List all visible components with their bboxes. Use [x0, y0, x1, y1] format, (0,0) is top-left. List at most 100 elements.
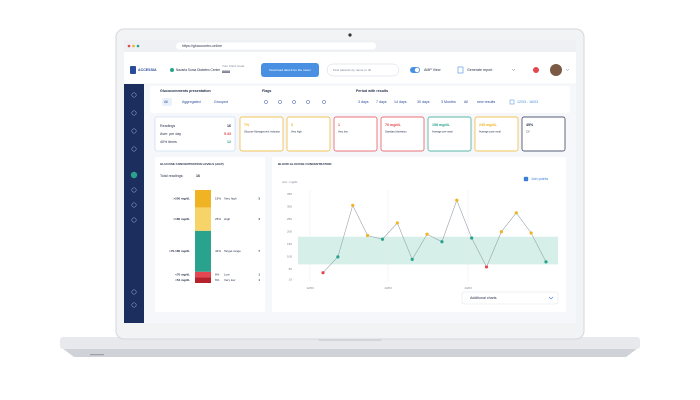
avatar[interactable]: [550, 64, 562, 76]
period[interactable]: 30 days: [417, 100, 430, 104]
camera: [348, 33, 352, 37]
stat-card: [380, 116, 425, 152]
sidebar-icon[interactable]: [131, 146, 137, 152]
level-range: >180 mg/dL: [173, 217, 190, 221]
report[interactable]: Generate report: [467, 68, 492, 72]
level-percent: 6%: [215, 272, 220, 276]
period[interactable]: 7 days: [376, 100, 387, 104]
period[interactable]: 3 days: [358, 100, 369, 104]
period[interactable]: new results: [477, 100, 495, 104]
chart-title: BLOOD GLUCOSE CONCENTRATION: [278, 162, 331, 166]
sidebar-icon[interactable]: [131, 128, 137, 134]
search-field[interactable]: [326, 63, 400, 77]
glucose-point[interactable]: [544, 260, 548, 264]
glucose-point[interactable]: [321, 271, 325, 275]
glucose-point[interactable]: [380, 237, 385, 241]
agp-segment: [195, 271, 211, 278]
more-dropdown[interactable]: [461, 291, 559, 305]
level-percent: 19%: [215, 197, 221, 201]
level-range: <54 mg/dL: [175, 278, 190, 282]
period[interactable]: 3 Months: [441, 100, 456, 104]
amp-view: AMP View: [424, 68, 441, 72]
glucose-point[interactable]: [395, 221, 399, 225]
tab-label: All: [164, 100, 168, 104]
level-percent: 6%: [215, 278, 220, 282]
toolbar: [150, 86, 570, 113]
sidebar-icon[interactable]: [131, 202, 137, 208]
tab[interactable]: [212, 98, 234, 106]
window-dot: [132, 44, 135, 48]
summary-label: 40% items: [160, 140, 177, 144]
stat-label: Standard deviation: [385, 130, 407, 134]
glucose-point[interactable]: [425, 232, 429, 236]
stat-value: 70 mg/dL: [385, 123, 402, 127]
presentation-label: Glucocomments presentation: [160, 89, 211, 93]
glucose-point[interactable]: [351, 203, 355, 207]
logo: ACCESSIA: [138, 68, 157, 72]
tab[interactable]: [162, 98, 172, 106]
tab-label: Aggregated: [182, 100, 201, 104]
glucose-point[interactable]: [499, 230, 503, 234]
sidebar-icon[interactable]: [131, 289, 137, 295]
laptop-base-shadow: [62, 348, 638, 357]
window-dot: [127, 44, 131, 48]
sidebar-icon[interactable]: [131, 110, 137, 116]
download-button[interactable]: [261, 63, 319, 77]
agp-title: GLUCOSE CONCENTRATION LEVELS (AGP): [160, 162, 224, 166]
notification-icon[interactable]: [533, 67, 539, 73]
summary-label: Readings: [160, 124, 175, 128]
glucose-point[interactable]: [529, 231, 533, 235]
summary-label: Aver. per day: [160, 132, 181, 136]
flag-icon[interactable]: [306, 100, 310, 104]
glucose-point[interactable]: [440, 240, 444, 244]
glucose-point[interactable]: [455, 198, 459, 202]
glucose-point[interactable]: [514, 211, 518, 215]
chevron: [565, 68, 570, 71]
level-name: Very low: [224, 278, 236, 282]
calendar-icon: [509, 99, 515, 105]
stat-card: [521, 116, 566, 152]
stat-card: [427, 116, 472, 152]
glucose-point[interactable]: [484, 265, 489, 269]
y-tick-label: 50: [289, 267, 293, 271]
stat-label: Average pre-meal: [432, 130, 453, 134]
stat-label: Very high: [291, 130, 302, 134]
join-checkbox[interactable]: [523, 176, 529, 182]
url-field[interactable]: [176, 42, 376, 50]
sidebar-icon-active[interactable]: [130, 171, 138, 179]
sidebar-icon[interactable]: [131, 217, 137, 223]
join-label: Join points: [531, 177, 548, 181]
date-range[interactable]: 12/03 - 16/03: [517, 100, 538, 104]
sidebar-icon[interactable]: [131, 302, 137, 308]
chart-panel: [272, 157, 566, 312]
flag-icon[interactable]: [322, 100, 326, 104]
y-tick-label: 150: [287, 242, 292, 246]
summary-card: [154, 116, 236, 152]
glucose-point[interactable]: [336, 255, 340, 259]
sidebar: [124, 84, 144, 323]
level-name: Very high: [224, 197, 237, 201]
flag-icon[interactable]: [292, 100, 296, 104]
clinic-code: 8888: [222, 70, 230, 74]
glucose-point[interactable]: [366, 233, 370, 238]
tab-label: Grouped: [214, 100, 228, 104]
flag-icon[interactable]: [278, 100, 282, 104]
glucose-point[interactable]: [470, 236, 474, 240]
y-tick-label: 300: [287, 204, 292, 208]
download-label: Download data from the meter: [269, 68, 311, 72]
stat-card: [474, 116, 519, 152]
agp-segment: [195, 207, 211, 231]
flag-icon[interactable]: [264, 100, 268, 104]
laptop-base: [60, 337, 640, 349]
clinic-icon: [170, 68, 174, 72]
sidebar-icon[interactable]: [131, 92, 137, 98]
flags-label: Flags: [262, 89, 271, 93]
period[interactable]: All: [464, 100, 468, 104]
glucose-point[interactable]: [410, 257, 414, 261]
tab[interactable]: [180, 98, 206, 106]
stat-value: 158 mg/dL: [432, 123, 451, 127]
period[interactable]: 14 days: [394, 100, 407, 104]
stat-card: [239, 116, 284, 152]
target-band: [298, 236, 558, 265]
sidebar-icon[interactable]: [131, 187, 137, 193]
